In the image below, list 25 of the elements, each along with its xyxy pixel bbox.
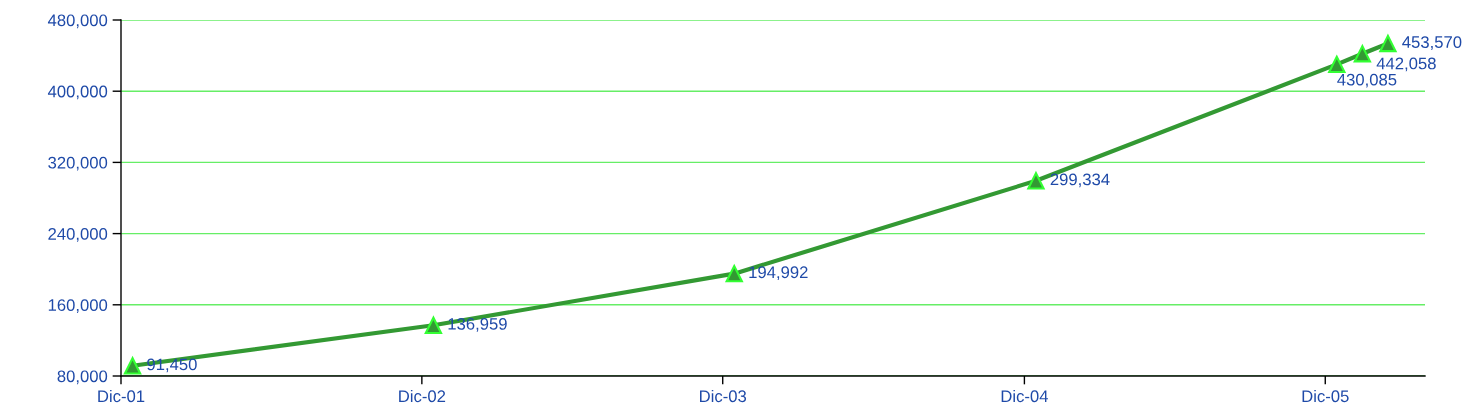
text: 194,992 [749, 266, 808, 281]
x-tick-label: Dic-02 [399, 389, 446, 403]
text: 299,334 [1050, 173, 1110, 188]
y-tick-label: 400,000 [47, 85, 108, 100]
x-tick-label: Dic-03 [700, 389, 747, 403]
y-tick-label: 240,000 [48, 228, 108, 242]
y-tick-label: 480,000 [47, 14, 108, 29]
point [1328, 55, 1346, 74]
text: 430,085 [1337, 73, 1397, 88]
text: 453,570 [1402, 36, 1462, 50]
y-tick-label: 320,000 [48, 156, 108, 171]
point [123, 357, 142, 375]
x-tick-label: Dic-05 [1302, 389, 1349, 403]
point [424, 316, 443, 334]
text: 91,450 [147, 358, 197, 373]
point [1027, 172, 1045, 190]
text: 136,959 [448, 317, 507, 332]
x-tick-label: Dic-04 [1001, 389, 1048, 403]
point [1353, 45, 1372, 63]
y-tick-label: 160,000 [48, 299, 108, 313]
point [725, 264, 743, 283]
y-tick-label: 80,000 [57, 370, 108, 385]
x-tick-label: Dic-01 [98, 389, 145, 403]
point [1379, 34, 1397, 53]
text: 442,058 [1376, 57, 1436, 72]
